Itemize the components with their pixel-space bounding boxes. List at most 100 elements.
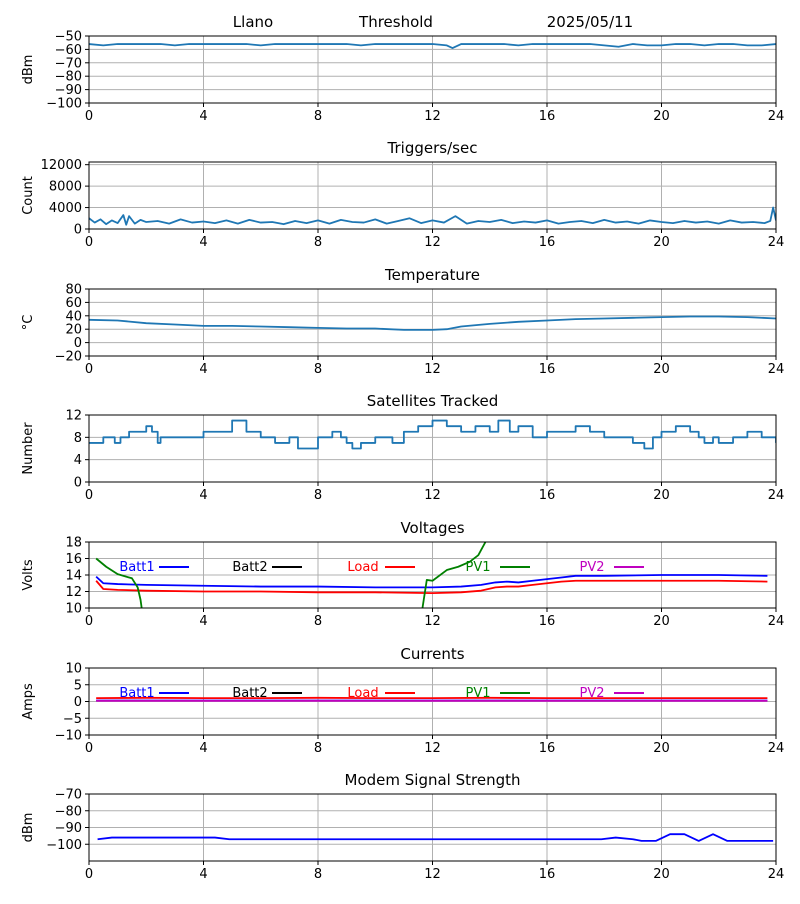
y-tick-label: 80: [65, 283, 82, 298]
panel-title: Voltages: [400, 519, 464, 537]
x-tick-label: 0: [85, 109, 93, 124]
x-tick-label: 24: [768, 235, 785, 250]
y-tick-label: 0: [74, 336, 82, 351]
y-tick-label: −70: [55, 788, 82, 803]
legend-label-batt2: Batt2: [232, 686, 267, 701]
x-tick-label: 20: [653, 614, 670, 629]
y-tick-label: 18: [65, 536, 82, 551]
y-tick-label: 10: [65, 662, 82, 677]
y-axis-label: Amps: [21, 683, 36, 720]
legend-label-load: Load: [347, 560, 378, 575]
x-tick-label: 12: [424, 614, 441, 629]
x-tick-label: 0: [85, 867, 93, 882]
y-axis-label: °C: [21, 315, 36, 331]
x-tick-label: 0: [85, 488, 93, 503]
x-tick-label: 4: [199, 235, 207, 250]
x-tick-label: 0: [85, 614, 93, 629]
header-date: 2025/05/11: [547, 13, 633, 31]
x-tick-label: 20: [653, 867, 670, 882]
x-tick-label: 20: [653, 109, 670, 124]
x-tick-label: 12: [424, 362, 441, 377]
x-tick-label: 4: [199, 867, 207, 882]
x-tick-label: 16: [539, 867, 556, 882]
panel-title: Currents: [400, 645, 464, 663]
y-tick-label: 0: [74, 223, 82, 238]
x-tick-label: 8: [314, 614, 322, 629]
y-axis-label: Number: [21, 422, 36, 475]
y-axis-label: Volts: [21, 559, 36, 591]
y-tick-label: −5: [63, 712, 82, 727]
y-tick-label: −10: [55, 729, 82, 744]
x-tick-label: 20: [653, 235, 670, 250]
y-tick-label: 12000: [41, 158, 82, 173]
y-tick-label: 4: [74, 453, 82, 468]
x-tick-label: 4: [199, 362, 207, 377]
y-axis-label: Count: [21, 176, 36, 215]
x-tick-label: 12: [424, 741, 441, 756]
x-tick-label: 24: [768, 362, 785, 377]
legend-label-pv2: PV2: [579, 686, 604, 701]
legend-label-batt1: Batt1: [119, 686, 154, 701]
x-tick-label: 16: [539, 741, 556, 756]
x-tick-label: 24: [768, 741, 785, 756]
x-tick-label: 24: [768, 614, 785, 629]
x-tick-label: 8: [314, 235, 322, 250]
y-tick-label: −20: [55, 350, 82, 365]
y-tick-label: 12: [65, 409, 82, 424]
x-tick-label: 20: [653, 362, 670, 377]
legend-label-pv1: PV1: [465, 560, 490, 575]
x-tick-label: 20: [653, 741, 670, 756]
y-tick-label: 8: [74, 431, 82, 446]
y-tick-label: 0: [74, 476, 82, 491]
y-tick-label: 5: [74, 678, 82, 693]
x-tick-label: 8: [314, 741, 322, 756]
y-axis-label: dBm: [21, 813, 36, 843]
y-tick-label: 8000: [49, 180, 82, 195]
x-tick-label: 0: [85, 741, 93, 756]
y-tick-label: −90: [55, 821, 82, 836]
x-tick-label: 8: [314, 488, 322, 503]
x-tick-label: 8: [314, 109, 322, 124]
y-tick-label: −100: [46, 97, 82, 112]
x-tick-label: 24: [768, 488, 785, 503]
panel-title: Temperature: [384, 266, 480, 284]
y-tick-label: 12: [65, 585, 82, 600]
x-tick-label: 16: [539, 109, 556, 124]
x-tick-label: 4: [199, 614, 207, 629]
y-tick-label: −100: [46, 838, 82, 853]
x-tick-label: 16: [539, 235, 556, 250]
y-axis-label: dBm: [21, 55, 36, 85]
header-report: Threshold: [358, 13, 433, 31]
legend-label-load: Load: [347, 686, 378, 701]
panel-title: Modem Signal Strength: [345, 771, 521, 789]
x-tick-label: 12: [424, 109, 441, 124]
legend-label-pv2: PV2: [579, 560, 604, 575]
x-tick-label: 4: [199, 488, 207, 503]
x-tick-label: 20: [653, 488, 670, 503]
x-tick-label: 4: [199, 109, 207, 124]
panel-title: Satellites Tracked: [367, 392, 498, 410]
panel-title: Triggers/sec: [387, 139, 478, 157]
x-tick-label: 24: [768, 867, 785, 882]
x-tick-label: 16: [539, 362, 556, 377]
legend-label-batt1: Batt1: [119, 560, 154, 575]
x-tick-label: 16: [539, 488, 556, 503]
y-tick-label: 0: [74, 695, 82, 710]
y-tick-label: 14: [65, 569, 82, 584]
x-tick-label: 8: [314, 362, 322, 377]
y-tick-label: −80: [55, 804, 82, 819]
y-tick-label: 16: [65, 552, 82, 567]
y-tick-label: 20: [65, 323, 82, 338]
x-tick-label: 12: [424, 235, 441, 250]
x-tick-label: 12: [424, 488, 441, 503]
legend-label-batt2: Batt2: [232, 560, 267, 575]
x-tick-label: 4: [199, 741, 207, 756]
legend-label-pv1: PV1: [465, 686, 490, 701]
y-tick-label: 4000: [49, 201, 82, 216]
header-station: Llano: [233, 13, 273, 31]
x-tick-label: 8: [314, 867, 322, 882]
x-tick-label: 12: [424, 867, 441, 882]
